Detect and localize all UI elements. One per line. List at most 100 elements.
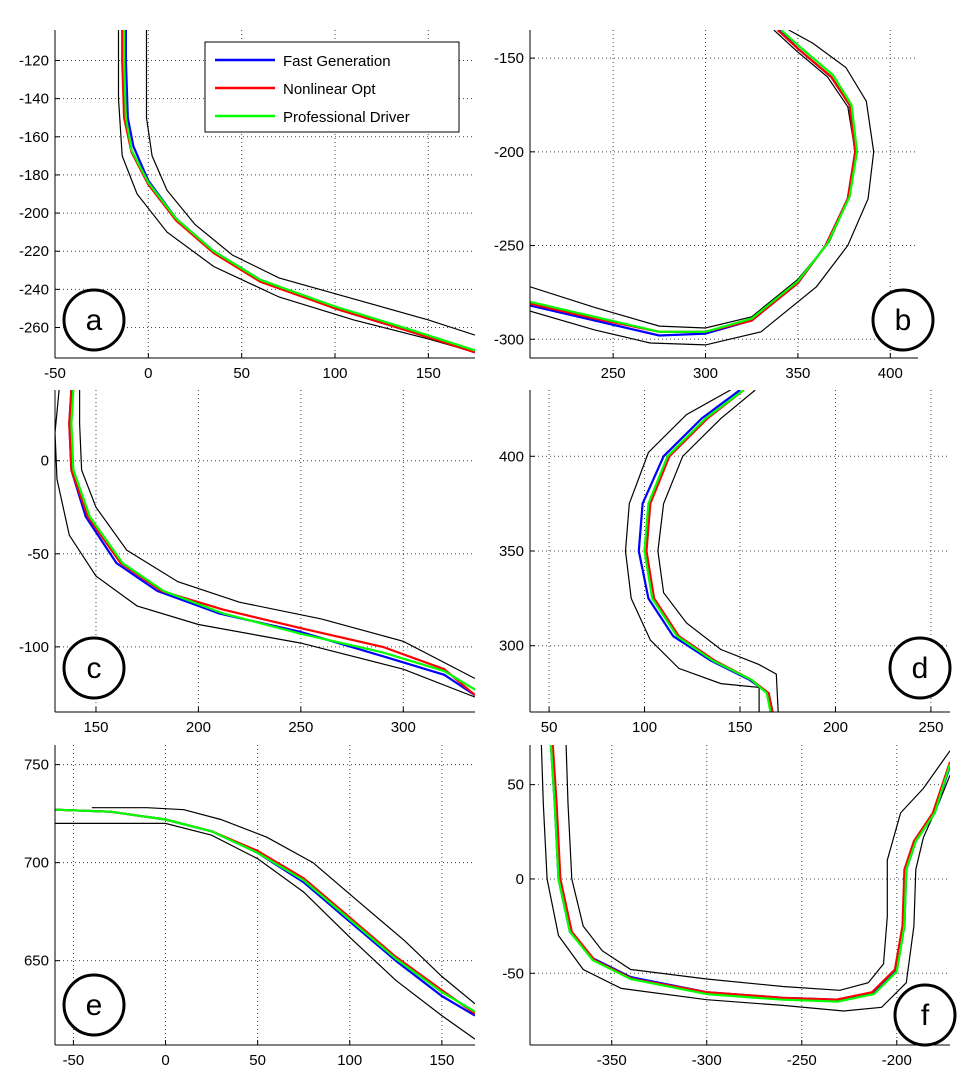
y-tick-label: -100 [19,639,49,656]
track-boundary [91,807,475,1005]
x-tick-label: 200 [823,719,848,736]
y-tick-label: -200 [19,205,49,222]
x-tick-label: 50 [249,1052,266,1069]
x-tick-label: -50 [63,1052,85,1069]
plot-lines [117,30,475,354]
series-professional-driver [643,390,772,712]
y-tick-label: 0 [516,871,524,888]
series-nonlinear-opt [121,30,475,354]
series-nonlinear-opt [68,390,475,697]
series-professional-driver [530,30,859,333]
panel-f: -350 -300 -250 -200 50 0 -50 f [502,745,957,1069]
panel-label: a [86,304,103,337]
y-tick-label: -50 [502,965,524,982]
x-tick-label: 50 [233,365,250,382]
y-tick-label: -140 [19,91,49,108]
plot-lines [530,30,875,346]
x-tick-label: 100 [632,719,657,736]
x-tick-label: 250 [601,365,626,382]
y-tick-label: -120 [19,53,49,70]
y-tick-label: 50 [507,777,524,794]
y-tick-label: -180 [19,167,49,184]
x-tick-label: 150 [727,719,752,736]
plot-lines [55,390,475,698]
x-tick-label: -300 [692,1052,722,1069]
panel-label-circle [893,983,957,1047]
series-professional-driver [55,808,475,1013]
legend-item: Fast Generation [215,53,391,70]
x-tick-label: 100 [322,365,347,382]
panel-label-circle [888,636,952,700]
series-professional-driver [549,745,950,1003]
x-tick-label: -50 [44,365,66,382]
track-boundary [117,30,475,353]
y-tick-label: -160 [19,129,49,146]
plot-lines [624,390,779,712]
track-boundary [145,30,475,336]
x-tick-label: 300 [693,365,718,382]
panel-label-circle [62,973,126,1037]
x-tick-label: -200 [882,1052,912,1069]
track-boundary [530,30,875,346]
y-tick-label: 0 [41,453,49,470]
track-boundary [624,390,760,712]
y-tick-label: -300 [494,331,524,348]
panel-c: 150 200 250 300 0 -50 -100 c [19,390,475,736]
legend-label-professional-driver: Professional Driver [283,109,410,126]
panel-label: e [86,989,103,1022]
y-tick-label: -250 [494,238,524,255]
track-boundary [55,822,475,1040]
x-tick-label: 50 [541,719,558,736]
y-tick-label: 700 [24,855,49,872]
plot-lines [540,745,950,1012]
panel-label: c [87,652,102,685]
y-tick-label: 300 [499,638,524,655]
x-tick-label: 250 [288,719,313,736]
legend-item: Nonlinear Opt [215,81,376,98]
panel-label-circle [62,636,126,700]
series-professional-driver [123,30,475,352]
y-tick-label: -150 [494,50,524,67]
series-professional-driver [70,390,475,691]
panel-label: f [921,999,930,1032]
y-tick-label: 650 [24,953,49,970]
panel-label-circle [871,288,935,352]
legend-item: Professional Driver [215,109,410,126]
x-tick-label: 100 [337,1052,362,1069]
legend-label-fast-generation: Fast Generation [283,53,391,70]
track-boundary [79,390,475,680]
y-tick-label: 400 [499,448,524,465]
track-boundary [540,745,950,1012]
panel-label: d [912,652,929,685]
track-boundary [55,390,475,698]
y-tick-label: -220 [19,243,49,260]
panels: -50 0 50 100 150 -120 -140 -160 -180 -200 -220 -240… [19,30,957,1069]
y-tick-label: 750 [24,757,49,774]
y-tick-label: -200 [494,144,524,161]
x-tick-label: 200 [186,719,211,736]
x-tick-label: 250 [918,719,943,736]
y-tick-label: 350 [499,543,524,560]
x-tick-label: 150 [429,1052,454,1069]
x-tick-label: 150 [416,365,441,382]
y-tick-label: -260 [19,319,49,336]
series-nonlinear-opt [551,745,950,1001]
legend: Fast Generation Nonlinear Opt Profession… [204,41,460,133]
panel-label: b [895,304,912,337]
y-tick-label: -50 [27,546,49,563]
x-tick-label: -350 [597,1052,627,1069]
x-tick-label: 150 [83,719,108,736]
x-tick-label: 0 [161,1052,169,1069]
track-boundary [565,745,950,991]
track-boundary [657,390,779,712]
panel-a: -50 0 50 100 150 -120 -140 -160 -180 -200 -220 -240… [19,30,475,382]
x-tick-label: 0 [144,365,152,382]
panel-b: 250 300 350 400 -150 -200 -250 -300 b [494,30,935,382]
y-tick-label: -240 [19,281,49,298]
legend-label-nonlinear-opt: Nonlinear Opt [283,81,376,98]
x-tick-label: -250 [787,1052,817,1069]
x-tick-label: 350 [785,365,810,382]
panel-label-circle [62,288,126,352]
x-tick-label: 300 [391,719,416,736]
